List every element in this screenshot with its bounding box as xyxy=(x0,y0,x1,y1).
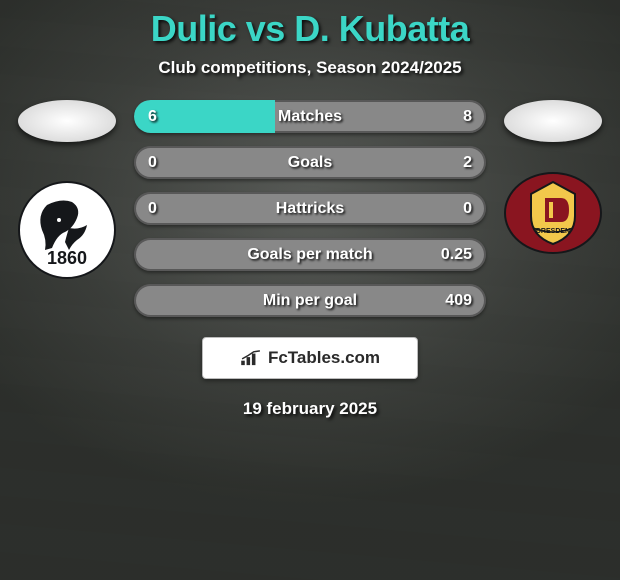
brand-text: FcTables.com xyxy=(268,348,380,368)
page-title: Dulic vs D. Kubatta xyxy=(0,8,620,50)
svg-text:DRESDEN: DRESDEN xyxy=(536,228,570,235)
player-left-avatar xyxy=(18,100,116,142)
stat-right-value: 8 xyxy=(463,108,472,126)
stat-bar: Min per goal409 xyxy=(134,284,486,317)
stat-bar: Goals per match0.25 xyxy=(134,238,486,271)
infographic-container: Dulic vs D. Kubatta Club competitions, S… xyxy=(0,0,620,580)
stat-bar: 6Matches8 xyxy=(134,100,486,133)
player-right-column: DRESDEN xyxy=(498,100,608,256)
stat-label: Min per goal xyxy=(134,292,486,310)
stat-right-value: 0.25 xyxy=(441,246,472,264)
page-subtitle: Club competitions, Season 2024/2025 xyxy=(0,58,620,78)
stat-bar: 0Goals2 xyxy=(134,146,486,179)
svg-text:1860: 1860 xyxy=(47,248,87,268)
player-right-avatar xyxy=(504,100,602,142)
main-row: 1860 6Matches80Goals20Hattricks0Goals pe… xyxy=(0,100,620,317)
stat-bar: 0Hattricks0 xyxy=(134,192,486,225)
player-left-club-badge: 1860 xyxy=(17,180,117,280)
stat-label: Goals per match xyxy=(134,246,486,264)
date-text: 19 february 2025 xyxy=(0,399,620,419)
brand-attribution[interactable]: FcTables.com xyxy=(202,337,418,379)
stat-label: Hattricks xyxy=(134,200,486,218)
player-right-club-badge: DRESDEN xyxy=(503,170,603,256)
stat-right-value: 2 xyxy=(463,154,472,172)
player-left-column: 1860 xyxy=(12,100,122,280)
stat-label: Matches xyxy=(134,108,486,126)
stat-right-value: 0 xyxy=(463,200,472,218)
stat-label: Goals xyxy=(134,154,486,172)
stat-right-value: 409 xyxy=(445,292,472,310)
stats-column: 6Matches80Goals20Hattricks0Goals per mat… xyxy=(134,100,486,317)
chart-icon xyxy=(240,350,262,366)
